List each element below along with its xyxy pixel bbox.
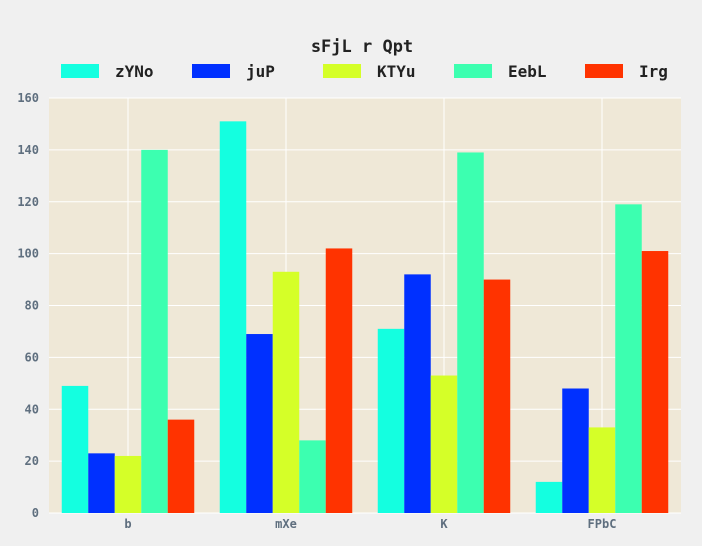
y-tick-label: 60 (25, 350, 39, 364)
y-tick-label: 140 (17, 143, 39, 157)
bar-Irg-b[interactable] (167, 419, 195, 513)
x-tick-label: b (124, 517, 131, 531)
bar-EebL-mXe[interactable] (299, 440, 326, 513)
legend-label-Irg[interactable]: Irg (639, 62, 668, 81)
bar-zYNo-K[interactable] (377, 328, 405, 513)
chart-title: sFjL r Qpt (311, 37, 413, 57)
bar-KTYu-b[interactable] (114, 455, 142, 513)
bar-zYNo-FPbC[interactable] (535, 481, 563, 513)
legend-label-KTYu[interactable]: KTYu (377, 62, 416, 81)
bar-EebL-FPbC[interactable] (615, 204, 642, 513)
bar-Irg-FPbC[interactable] (641, 251, 669, 513)
legend-label-zYNo[interactable]: zYNo (115, 62, 154, 81)
bar-KTYu-mXe[interactable] (272, 271, 300, 513)
bar-Irg-mXe[interactable] (325, 248, 353, 513)
bars (61, 121, 669, 514)
legend[interactable]: zYNo juP KTYu EebL Irg (61, 62, 668, 81)
y-tick-label: 0 (32, 506, 39, 520)
bar-zYNo-b[interactable] (61, 385, 89, 513)
bar-juP-K[interactable] (404, 274, 431, 513)
y-tick-label: 100 (17, 247, 39, 261)
legend-label-juP[interactable]: juP (246, 62, 275, 81)
legend-swatch-KTYu[interactable] (323, 64, 361, 78)
y-tick-label: 160 (17, 91, 39, 105)
x-axis-ticks: b mXe K FPbC (124, 517, 616, 531)
bar-juP-mXe[interactable] (246, 334, 273, 513)
y-tick-label: 20 (25, 454, 39, 468)
bar-EebL-K[interactable] (457, 152, 484, 513)
legend-label-EebL[interactable]: EebL (508, 62, 547, 81)
legend-swatch-EebL[interactable] (454, 64, 492, 78)
bar-juP-FPbC[interactable] (562, 388, 589, 514)
x-tick-label: FPbC (588, 517, 617, 531)
bar-juP-b[interactable] (88, 453, 115, 513)
bar-KTYu-FPbC[interactable] (588, 427, 616, 513)
legend-swatch-juP[interactable] (192, 64, 230, 78)
x-tick-label: K (440, 517, 448, 531)
y-tick-label: 40 (25, 402, 39, 416)
bar-KTYu-K[interactable] (430, 375, 458, 513)
bar-zYNo-mXe[interactable] (219, 121, 247, 513)
legend-swatch-zYNo[interactable] (61, 64, 99, 78)
x-tick-label: mXe (275, 517, 297, 531)
bar-Irg-K[interactable] (483, 279, 511, 513)
y-tick-label: 80 (25, 299, 39, 313)
bar-EebL-b[interactable] (141, 149, 168, 513)
y-axis-ticks: 0 20 40 60 80 100 120 140 160 (17, 91, 39, 520)
legend-swatch-Irg[interactable] (585, 64, 623, 78)
y-tick-label: 120 (17, 195, 39, 209)
